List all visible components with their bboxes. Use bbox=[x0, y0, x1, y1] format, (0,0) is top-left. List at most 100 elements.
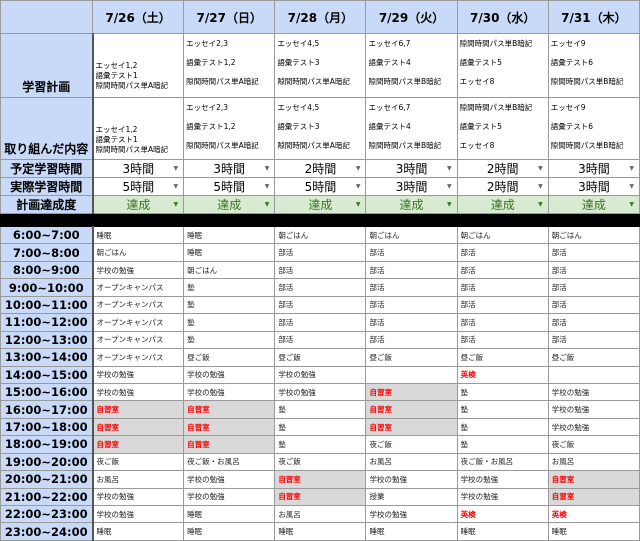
schedule-cell[interactable]: 自習室 bbox=[91, 435, 185, 454]
actual-hours-dropdown[interactable]: 5時間 ▼ bbox=[91, 177, 185, 196]
schedule-cell[interactable]: 塾 bbox=[274, 417, 367, 437]
schedule-cell[interactable] bbox=[547, 365, 640, 384]
plan-cell[interactable]: エッセイ9 語彙テスト6 隙間時間パス単B暗記 bbox=[547, 33, 640, 98]
achievement-dropdown[interactable]: 達成 ▼ bbox=[274, 195, 367, 214]
planned-hours-dropdown[interactable]: 3時間 ▼ bbox=[183, 159, 276, 178]
date-header[interactable]: 7/31（木） bbox=[547, 0, 640, 34]
dropdown-arrow-icon[interactable]: ▼ bbox=[447, 183, 452, 190]
schedule-cell[interactable]: 塾 bbox=[456, 400, 549, 419]
planned-hours-dropdown[interactable]: 2時間 ▼ bbox=[456, 159, 549, 178]
schedule-cell[interactable]: お風呂 bbox=[274, 504, 367, 524]
schedule-cell[interactable]: 塾 bbox=[274, 400, 367, 419]
dropdown-arrow-icon[interactable]: ▼ bbox=[355, 201, 361, 208]
schedule-cell[interactable]: お風呂 bbox=[365, 452, 458, 472]
schedule-cell[interactable]: 睡眠 bbox=[183, 225, 276, 245]
schedule-cell[interactable]: 朝ごはん bbox=[91, 243, 185, 262]
schedule-cell[interactable]: 部活 bbox=[547, 330, 640, 350]
schedule-cell[interactable]: 部活 bbox=[274, 243, 367, 262]
schedule-cell[interactable]: 昼ご飯 bbox=[456, 348, 549, 367]
dropdown-arrow-icon[interactable]: ▼ bbox=[264, 183, 270, 190]
dropdown-arrow-icon[interactable]: ▼ bbox=[264, 165, 270, 172]
schedule-cell[interactable]: 学校の勉強 bbox=[365, 470, 458, 489]
schedule-cell[interactable]: 学校の勉強 bbox=[91, 260, 185, 280]
schedule-cell[interactable]: 学校の勉強 bbox=[183, 487, 276, 507]
schedule-cell[interactable]: 部活 bbox=[456, 295, 549, 315]
schedule-cell[interactable]: 塾 bbox=[456, 435, 549, 454]
date-header[interactable]: 7/30（水） bbox=[456, 0, 549, 34]
dropdown-arrow-icon[interactable]: ▼ bbox=[173, 201, 179, 208]
schedule-cell[interactable]: オープンキャンパス bbox=[91, 278, 185, 297]
schedule-cell[interactable]: 塾 bbox=[456, 417, 549, 437]
schedule-cell[interactable]: 自習室 bbox=[183, 400, 276, 419]
schedule-cell[interactable]: 学校の勉強 bbox=[365, 504, 458, 524]
schedule-cell[interactable]: 自習室 bbox=[183, 417, 276, 437]
schedule-cell[interactable]: 部活 bbox=[456, 313, 549, 332]
schedule-cell[interactable]: 睡眠 bbox=[183, 243, 276, 262]
schedule-cell[interactable]: 夜ご飯 bbox=[365, 435, 458, 454]
schedule-cell[interactable]: 自習室 bbox=[365, 382, 458, 402]
schedule-cell[interactable]: 睡眠 bbox=[274, 522, 367, 541]
schedule-cell[interactable]: 学校の勉強 bbox=[274, 382, 367, 402]
schedule-cell[interactable]: 睡眠 bbox=[91, 522, 185, 541]
actual-hours-dropdown[interactable]: 3時間 ▼ bbox=[547, 177, 640, 196]
schedule-cell[interactable]: 塾 bbox=[183, 278, 276, 297]
schedule-cell[interactable]: 学校の勉強 bbox=[547, 417, 640, 437]
schedule-cell[interactable]: 部活 bbox=[274, 330, 367, 350]
schedule-cell[interactable]: 学校の勉強 bbox=[91, 365, 185, 384]
schedule-cell[interactable]: 部活 bbox=[547, 278, 640, 297]
plan-cell[interactable]: エッセイ2,3 語彙テスト1,2 隙間時間パス単A暗記 bbox=[183, 33, 276, 98]
actual-hours-dropdown[interactable]: 5時間 ▼ bbox=[274, 177, 367, 196]
schedule-cell[interactable]: 塾 bbox=[183, 295, 276, 315]
schedule-cell[interactable]: 塾 bbox=[183, 313, 276, 332]
planned-hours-dropdown[interactable]: 3時間 ▼ bbox=[91, 159, 185, 178]
schedule-cell[interactable]: 部活 bbox=[274, 295, 367, 315]
schedule-cell[interactable]: 朝ごはん bbox=[274, 225, 367, 245]
dropdown-arrow-icon[interactable]: ▼ bbox=[629, 165, 634, 172]
dropdown-arrow-icon[interactable]: ▼ bbox=[538, 201, 543, 208]
schedule-cell[interactable]: 睡眠 bbox=[547, 522, 640, 541]
schedule-cell[interactable]: 部活 bbox=[274, 313, 367, 332]
schedule-cell[interactable]: 自習室 bbox=[274, 487, 367, 507]
date-header[interactable]: 7/28（月） bbox=[274, 0, 367, 34]
schedule-cell[interactable]: オープンキャンパス bbox=[91, 348, 185, 367]
schedule-cell[interactable]: 学校の勉強 bbox=[456, 487, 549, 507]
dropdown-arrow-icon[interactable]: ▼ bbox=[173, 165, 179, 172]
schedule-cell[interactable]: 朝ごはん bbox=[547, 225, 640, 245]
dropdown-arrow-icon[interactable]: ▼ bbox=[538, 183, 543, 190]
schedule-cell[interactable]: 部活 bbox=[547, 313, 640, 332]
schedule-cell[interactable]: 塾 bbox=[183, 330, 276, 350]
schedule-cell[interactable]: 部活 bbox=[365, 278, 458, 297]
schedule-cell[interactable]: 部活 bbox=[456, 278, 549, 297]
schedule-cell[interactable]: 部活 bbox=[365, 260, 458, 280]
schedule-cell[interactable]: 部活 bbox=[547, 243, 640, 262]
schedule-cell[interactable]: 部活 bbox=[365, 330, 458, 350]
dropdown-arrow-icon[interactable]: ▼ bbox=[355, 165, 361, 172]
schedule-cell[interactable]: 部活 bbox=[365, 313, 458, 332]
dropdown-arrow-icon[interactable]: ▼ bbox=[447, 201, 452, 208]
schedule-cell[interactable]: 英検 bbox=[456, 504, 549, 524]
schedule-cell[interactable]: 部活 bbox=[456, 243, 549, 262]
schedule-cell[interactable]: 睡眠 bbox=[183, 504, 276, 524]
schedule-cell[interactable]: 睡眠 bbox=[91, 225, 185, 245]
achievement-dropdown[interactable]: 達成 ▼ bbox=[91, 195, 185, 214]
schedule-cell[interactable]: 睡眠 bbox=[183, 522, 276, 541]
dropdown-arrow-icon[interactable]: ▼ bbox=[629, 201, 634, 208]
schedule-cell[interactable]: 部活 bbox=[456, 330, 549, 350]
schedule-cell[interactable]: 夜ご飯 bbox=[274, 452, 367, 472]
schedule-cell[interactable]: 学校の勉強 bbox=[91, 487, 185, 507]
schedule-cell[interactable]: 睡眠 bbox=[456, 522, 549, 541]
date-header[interactable]: 7/26（土） bbox=[91, 0, 185, 34]
schedule-cell[interactable]: 朝ごはん bbox=[183, 260, 276, 280]
schedule-cell[interactable]: 自習室 bbox=[91, 400, 185, 419]
actual-hours-dropdown[interactable]: 3時間 ▼ bbox=[365, 177, 458, 196]
schedule-cell[interactable]: 昼ご飯 bbox=[365, 348, 458, 367]
schedule-cell[interactable]: 自習室 bbox=[183, 435, 276, 454]
done-cell[interactable]: 隙間時間パス単B暗記 語彙テスト5 エッセイ8 bbox=[456, 97, 549, 160]
schedule-cell[interactable]: オープンキャンパス bbox=[91, 330, 185, 350]
schedule-cell[interactable]: オープンキャンパス bbox=[91, 313, 185, 332]
schedule-cell[interactable]: 昼ご飯 bbox=[183, 348, 276, 367]
schedule-cell[interactable]: 学校の勉強 bbox=[183, 470, 276, 489]
done-cell[interactable]: エッセイ4,5 語彙テスト3 隙間時間パス単A暗記 bbox=[274, 97, 367, 160]
schedule-cell[interactable]: 授業 bbox=[365, 487, 458, 507]
schedule-cell[interactable]: 自習室 bbox=[365, 400, 458, 419]
